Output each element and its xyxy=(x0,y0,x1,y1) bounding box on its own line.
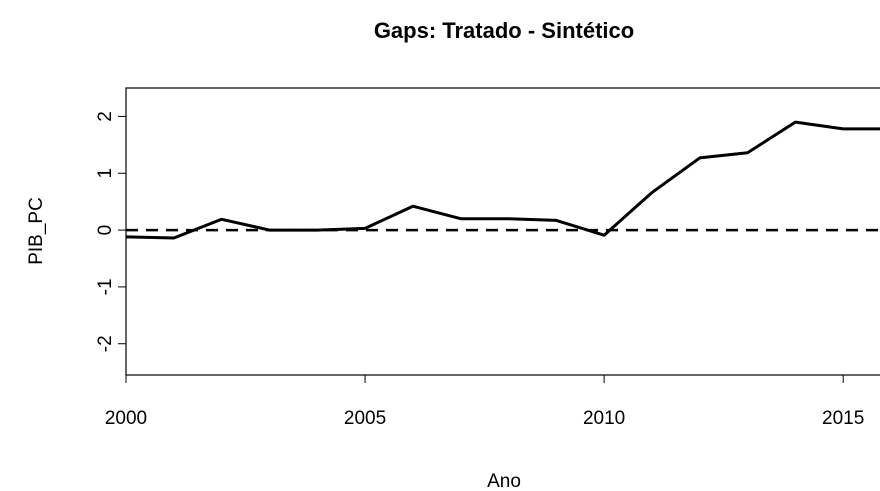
plot-area xyxy=(126,120,880,240)
y-tick-label: -2 xyxy=(95,335,116,352)
x-tick-label: 2015 xyxy=(822,408,864,429)
y-tick-label: -1 xyxy=(95,278,116,295)
y-tick-label: 0 xyxy=(95,225,116,236)
x-axis-label: Ano xyxy=(487,471,521,491)
y-tick-label: 1 xyxy=(95,168,116,179)
chart-title: Gaps: Tratado - Sintético xyxy=(374,18,634,43)
x-tick-label: 2005 xyxy=(344,408,386,429)
y-axis-label: PIB_PC xyxy=(26,197,47,265)
plot-box xyxy=(125,87,880,376)
data-line xyxy=(126,120,880,240)
x-tick-label: 2010 xyxy=(583,408,625,429)
y-tick-label: 2 xyxy=(95,111,116,122)
x-tick-label: 2000 xyxy=(105,408,147,429)
